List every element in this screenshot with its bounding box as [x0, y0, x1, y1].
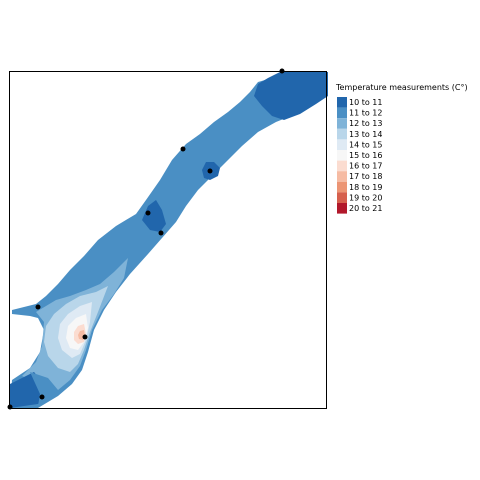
legend: Temperature measurements (C°) 10 to 11 11… — [335, 83, 468, 214]
legend-swatch — [337, 107, 347, 119]
region-band-10-11-center — [142, 200, 166, 232]
legend-label: 18 to 19 — [349, 183, 382, 192]
legend-swatch — [337, 128, 347, 140]
map-frame — [9, 71, 327, 409]
legend-title: Temperature measurements (C°) — [335, 83, 468, 92]
legend-label: 16 to 17 — [349, 162, 382, 171]
legend-label: 15 to 16 — [349, 151, 382, 160]
legend-swatch — [337, 150, 347, 161]
legend-swatch — [337, 118, 347, 129]
station-point — [180, 146, 186, 152]
legend-label: 11 to 12 — [349, 109, 382, 118]
region-band-10-11-ne — [254, 72, 328, 120]
legend-label: 20 to 21 — [349, 204, 382, 213]
legend-swatch — [337, 139, 347, 150]
legend-label: 10 to 11 — [349, 98, 382, 107]
map-panel — [7, 68, 328, 410]
station-point — [7, 404, 13, 410]
station-point — [39, 394, 45, 400]
station-point — [145, 210, 151, 216]
legend-swatch — [337, 192, 347, 203]
legend-label: 12 to 13 — [349, 119, 382, 128]
legend-label: 13 to 14 — [349, 130, 382, 139]
station-point — [207, 168, 213, 174]
legend-swatch — [337, 181, 347, 193]
legend-swatch — [337, 203, 347, 214]
station-point — [158, 230, 164, 236]
legend-label: 14 to 15 — [349, 140, 382, 149]
legend-swatch — [337, 160, 347, 172]
region-band-11-12-sw — [30, 372, 58, 406]
legend-swatch — [337, 97, 347, 108]
legend-swatch — [337, 171, 347, 182]
legend-label: 19 to 20 — [349, 193, 382, 202]
legend-label: 17 to 18 — [349, 172, 382, 181]
station-point — [82, 334, 88, 340]
station-point — [35, 304, 41, 310]
station-point — [279, 68, 285, 74]
station-points — [7, 68, 285, 410]
